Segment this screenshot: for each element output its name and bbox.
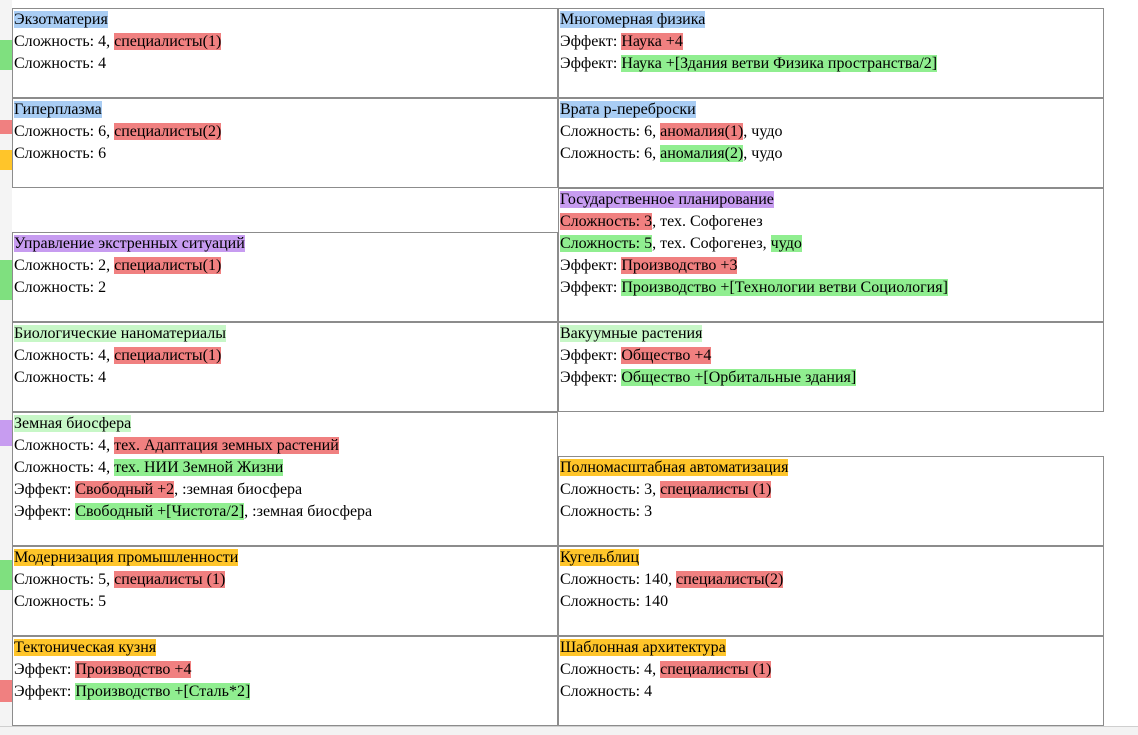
card-title: Гиперплазма: [14, 101, 102, 118]
card-title: Врата р-переброски: [560, 101, 696, 118]
card-title: Вакуумные растения: [560, 325, 703, 342]
card-line-2: Сложность: 2: [14, 279, 107, 296]
card-line-1: Сложность: 2, специалисты(1): [14, 257, 222, 274]
tech-card-state-planning: Государственное планирование Сложность: …: [558, 188, 1104, 322]
tech-card-kugelblitz: Кугельблиц Сложность: 140, специалисты(2…: [558, 546, 1104, 636]
card-line-2: Сложность: 4, тех. НИИ Земной Жизни: [14, 459, 284, 476]
card-title: Управление экстренных ситуаций: [14, 235, 245, 252]
card-line-2: Эффект: Наука +[Здания ветви Физика прос…: [560, 55, 938, 72]
tech-card-exotic-matter: Экзотматерия Сложность: 4, специалисты(1…: [12, 8, 558, 98]
card-title: Биологические наноматериалы: [14, 325, 226, 342]
card-title: Кугельблиц: [560, 549, 640, 566]
tech-card-earth-biosphere: Земная биосфера Сложность: 4, тех. Адапт…: [12, 412, 558, 546]
tech-card-p-transfer-gate: Врата р-переброски Сложность: 6, аномали…: [558, 98, 1104, 188]
card-line-1: Эффект: Наука +4: [560, 33, 683, 50]
card-line-2: Сложность: 6, аномалия(2), чудо: [560, 145, 783, 162]
card-line-1: Сложность: 6, специалисты(2): [14, 123, 222, 140]
tech-card-full-automation: Полномасштабная автоматизация Сложность:…: [558, 456, 1104, 546]
tech-card-industry-modernization: Модернизация промышленности Сложность: 5…: [12, 546, 558, 636]
bottom-scroll-edge: [0, 726, 1138, 735]
card-line-1: Сложность: 4, тех. Адаптация земных раст…: [14, 437, 339, 454]
card-title: Многомерная физика: [560, 11, 706, 28]
card-line-2: Эффект: Общество +[Орбитальные здания]: [560, 369, 857, 386]
card-line-3: Эффект: Производство +3: [560, 257, 738, 274]
card-line-1: Эффект: Производство +4: [14, 661, 192, 678]
card-line-2: Сложность: 3: [560, 503, 653, 520]
tech-card-multidimensional-physics: Многомерная физика Эффект: Наука +4 Эффе…: [558, 8, 1104, 98]
card-line-1: Сложность: 140, специалисты(2): [560, 571, 784, 588]
card-line-4: Эффект: Свободный +[Чистота/2], :земная …: [14, 503, 373, 520]
card-title: Земная биосфера: [14, 415, 132, 432]
card-line-2: Сложность: 4: [14, 369, 107, 386]
tech-card-tectonic-forge: Тектоническая кузня Эффект: Производство…: [12, 636, 558, 726]
card-line-1: Сложность: 4, специалисты(1): [14, 347, 222, 364]
card-title: Государственное планирование: [560, 191, 774, 208]
card-title: Модернизация промышленности: [14, 549, 239, 566]
card-line-2: Сложность: 4: [14, 55, 107, 72]
card-line-2: Эффект: Производство +[Сталь*2]: [14, 683, 251, 700]
tech-card-hyperplasm: Гиперплазма Сложность: 6, специалисты(2)…: [12, 98, 558, 188]
tech-card-template-architecture: Шаблонная архитектура Сложность: 4, спец…: [558, 636, 1104, 726]
card-line-1: Сложность: 3, тех. Софогенез: [560, 213, 763, 230]
card-title: Экзотматерия: [14, 11, 108, 28]
card-line-4: Эффект: Производство +[Технологии ветви …: [560, 279, 948, 296]
card-line-1: Сложность: 6, аномалия(1), чудо: [560, 123, 783, 140]
left-background-strip: [0, 0, 12, 734]
card-line-1: Сложность: 5, специалисты (1): [14, 571, 226, 588]
card-title: Шаблонная архитектура: [560, 639, 726, 656]
card-line-2: Сложность: 6: [14, 145, 107, 162]
card-line-1: Сложность: 3, специалисты (1): [560, 481, 772, 498]
tech-card-bio-nanomaterials: Биологические наноматериалы Сложность: 4…: [12, 322, 558, 412]
card-line-1: Сложность: 4, специалисты (1): [560, 661, 772, 678]
card-line-1: Сложность: 4, специалисты(1): [14, 33, 222, 50]
tech-card-emergency-management: Управление экстренных ситуаций Сложность…: [12, 232, 558, 322]
card-title: Полномасштабная автоматизация: [560, 459, 789, 476]
card-title: Тектоническая кузня: [14, 639, 157, 656]
card-line-1: Эффект: Общество +4: [560, 347, 712, 364]
card-line-2: Сложность: 140: [560, 593, 669, 610]
card-line-2: Сложность: 5: [14, 593, 107, 610]
tech-card-vacuum-plants: Вакуумные растения Эффект: Общество +4 Э…: [558, 322, 1104, 412]
card-line-2: Сложность: 4: [560, 683, 653, 700]
card-line-2: Сложность: 5, тех. Софогенез, чудо: [560, 235, 802, 252]
card-line-3: Эффект: Свободный +2, :земная биосфера: [14, 481, 303, 498]
